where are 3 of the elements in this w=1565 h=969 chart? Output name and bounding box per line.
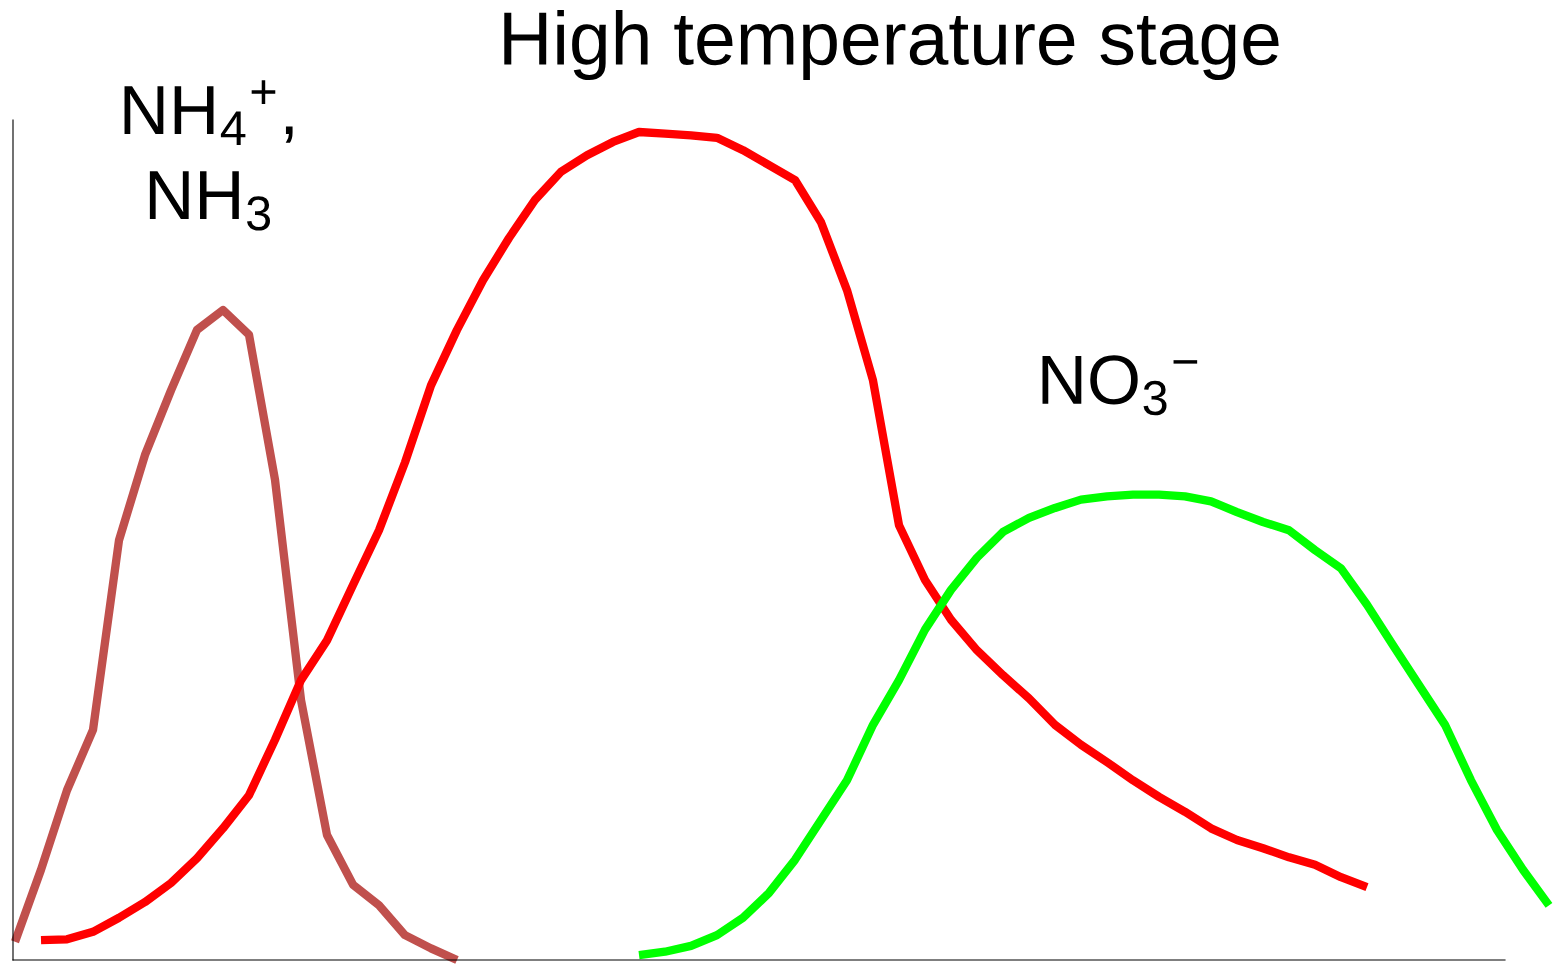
chart-title: High temperature stage	[504, 10, 1279, 80]
series-label: NH$_{4}$$^{+}$, NH$_{3}$	[124, 80, 293, 231]
series-label: NO$_{3}$$^{−}$	[1042, 355, 1198, 416]
